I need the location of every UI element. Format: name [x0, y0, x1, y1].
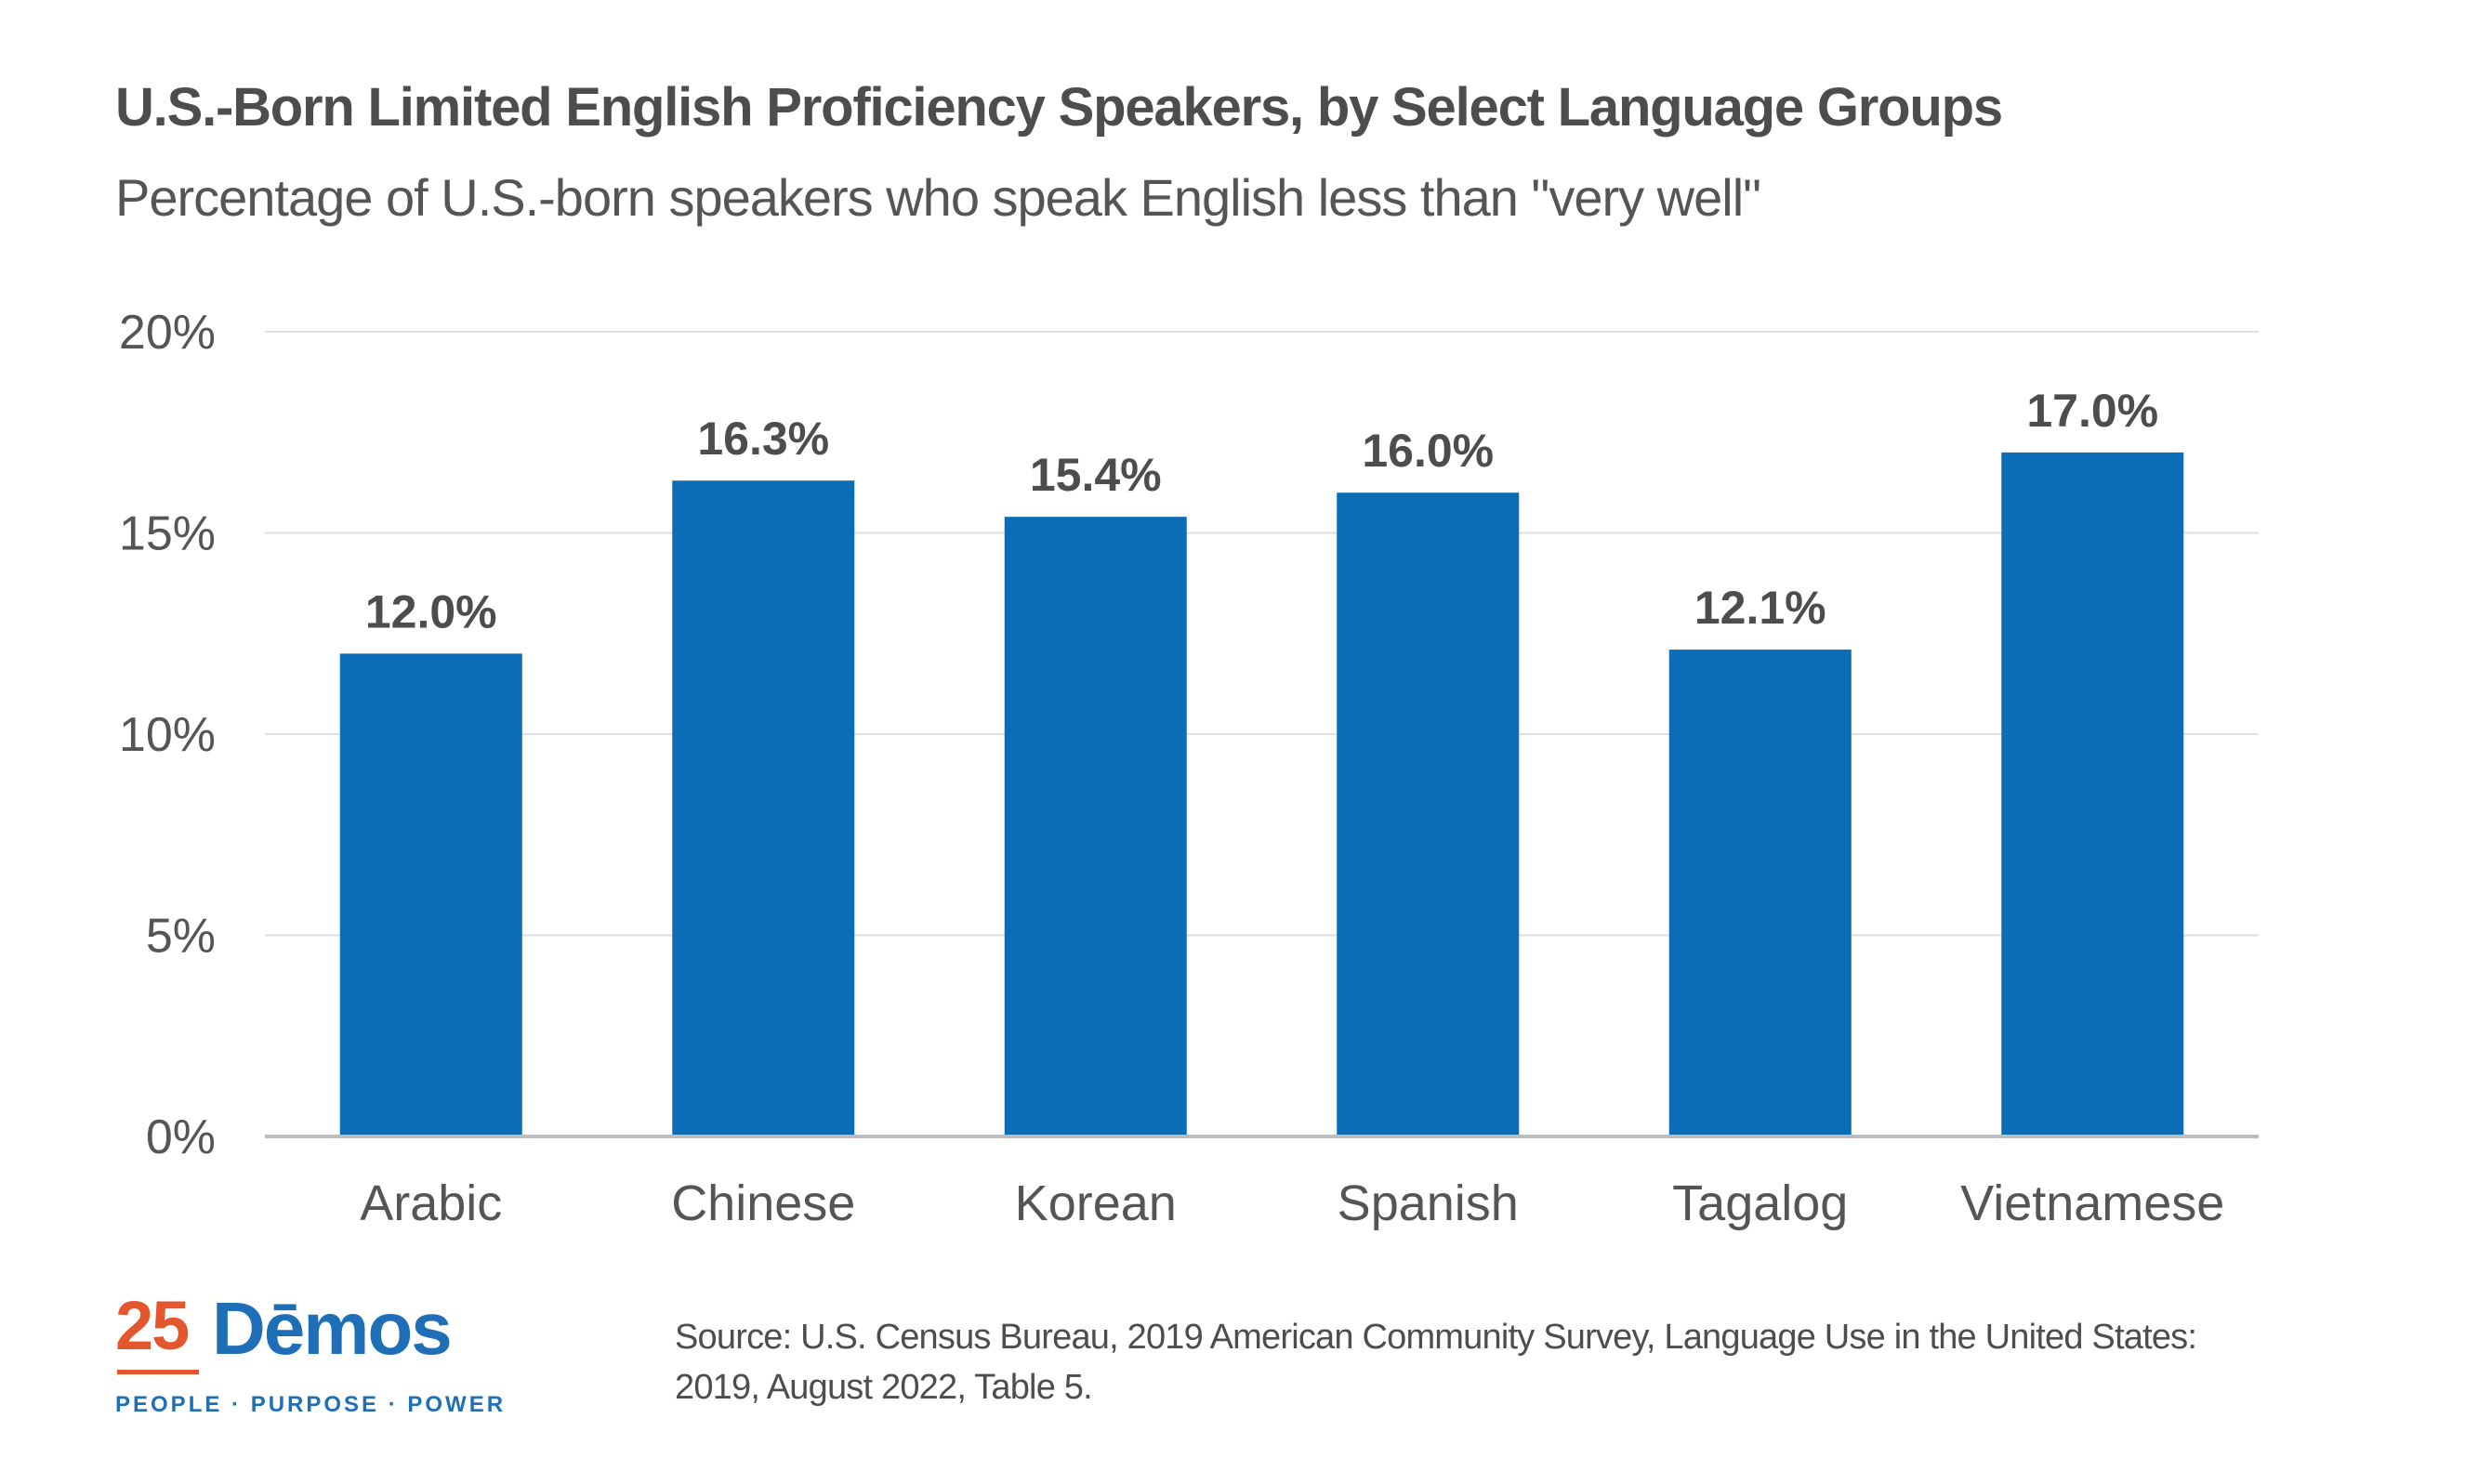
x-tick-label: Korean: [1015, 1175, 1177, 1231]
y-tick-label: 10%: [119, 708, 216, 762]
bar: [1004, 517, 1187, 1136]
logo-underline: [117, 1370, 199, 1374]
source-note: Source: U.S. Census Bureau, 2019 America…: [675, 1318, 2197, 1407]
bar-chart: 0% 5% 10% 15% 20% 12.0% Arabic 16.3% Chinese 15.4…: [119, 306, 2259, 1231]
bar-data-label: 16.0%: [1362, 425, 1494, 477]
y-tick-label: 5%: [146, 910, 216, 964]
x-tick-label: Tagalog: [1672, 1175, 1848, 1231]
logo-anniversary-number: 25: [115, 1287, 190, 1364]
x-tick-label: Chinese: [671, 1175, 855, 1231]
bar-data-label: 16.3%: [697, 413, 829, 465]
bar: [1668, 650, 1852, 1136]
chart-subtitle: Percentage of U.S.-born speakers who spe…: [115, 168, 1761, 227]
bar-data-label: 12.1%: [1694, 582, 1826, 634]
x-tick-label: Vietnamese: [1960, 1175, 2224, 1231]
bar: [2001, 452, 2184, 1136]
logo-wordmark: Dēmos: [212, 1287, 453, 1370]
chart-title: U.S.-Born Limited English Proficiency Sp…: [115, 77, 2003, 138]
x-tick-label: Spanish: [1338, 1175, 1519, 1231]
y-tick-label: 20%: [119, 306, 216, 360]
y-tick-label: 0%: [146, 1110, 216, 1164]
logo-tagline: PEOPLE · PURPOSE · POWER: [115, 1392, 507, 1417]
x-tick-label: Arabic: [360, 1175, 502, 1231]
bar-data-label: 15.4%: [1030, 449, 1162, 501]
bar: [339, 653, 522, 1136]
bar-data-label: 12.0%: [365, 585, 497, 637]
demos-logo: 25 Dēmos PEOPLE · PURPOSE · POWER: [115, 1287, 507, 1422]
y-tick-label: 15%: [119, 507, 216, 561]
bar: [1337, 492, 1520, 1136]
bar: [672, 480, 855, 1136]
bar-data-label: 17.0%: [2026, 385, 2158, 437]
